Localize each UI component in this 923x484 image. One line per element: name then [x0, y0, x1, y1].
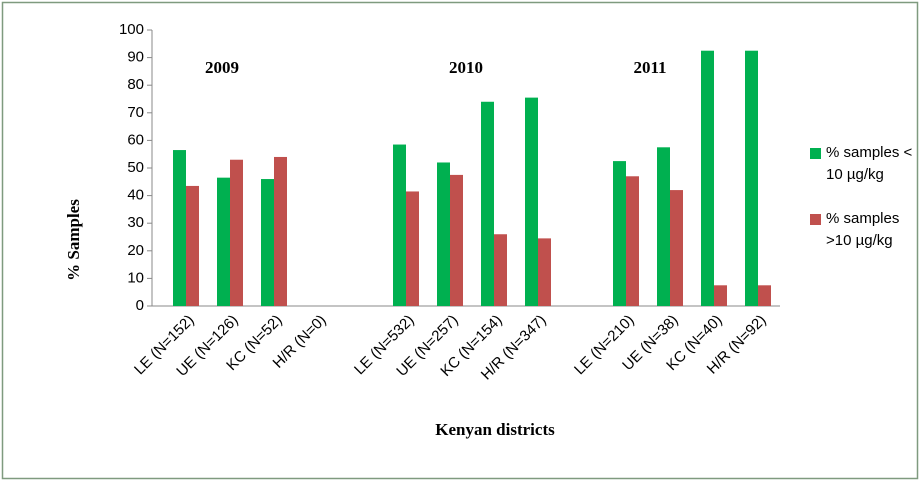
y-tick-label: 90	[127, 49, 144, 66]
bar	[670, 190, 683, 306]
legend-swatch	[810, 214, 821, 225]
x-axis-label: Kenyan districts	[435, 420, 555, 439]
annotation: 2010	[449, 58, 483, 77]
bar	[186, 185, 199, 306]
bar	[626, 176, 639, 306]
y-tick-label: 30	[127, 214, 144, 231]
y-tick-label: 20	[127, 242, 144, 259]
bar	[758, 285, 771, 306]
bar	[393, 144, 406, 306]
bar	[406, 191, 419, 306]
y-tick-label: 80	[127, 76, 144, 93]
y-tick-label: 50	[127, 159, 144, 176]
bar	[450, 174, 463, 306]
annotation: 2011	[633, 58, 666, 77]
y-tick-label: 0	[136, 297, 144, 314]
bar	[657, 147, 670, 306]
bar	[538, 238, 551, 306]
legend-swatch	[810, 148, 821, 159]
bar	[437, 162, 450, 306]
y-tick-label: 10	[127, 269, 144, 286]
legend-label: % samples < 10 µg/kg	[826, 144, 913, 183]
y-tick-label: 40	[127, 187, 144, 204]
annotation: 2009	[205, 58, 239, 77]
bar	[217, 177, 230, 306]
legend-label: % samples >10 µg/kg	[826, 210, 900, 249]
bar	[494, 234, 507, 306]
y-tick-label: 100	[119, 21, 144, 38]
y-tick-label: 60	[127, 131, 144, 148]
bar	[525, 97, 538, 307]
bar	[714, 285, 727, 306]
bar	[261, 179, 274, 306]
y-axis-label: % Samples	[64, 199, 83, 281]
bar	[701, 50, 714, 307]
bar	[613, 161, 626, 306]
bar	[274, 156, 287, 306]
y-tick-label: 70	[127, 104, 144, 121]
bar	[230, 159, 243, 306]
bar	[745, 50, 758, 307]
bar	[481, 101, 494, 306]
bar	[173, 150, 186, 306]
